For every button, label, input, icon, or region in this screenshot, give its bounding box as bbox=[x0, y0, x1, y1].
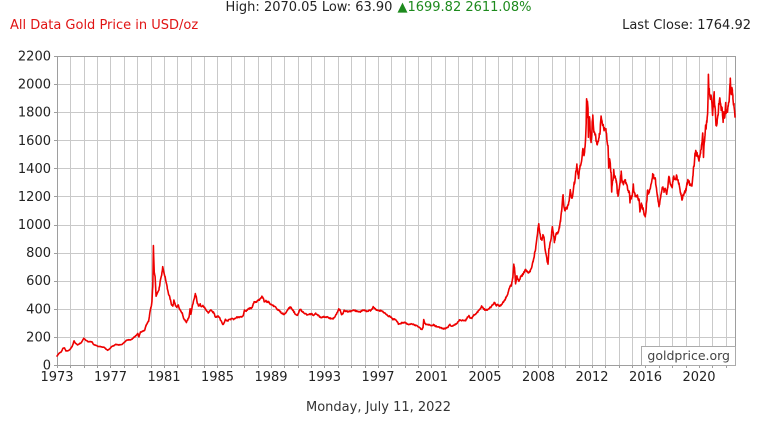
high-low-text: High: 2070.05 Low: 63.90 bbox=[225, 0, 393, 15]
x-axis-label: 2005 bbox=[468, 370, 501, 385]
x-axis-label: 1973 bbox=[40, 370, 73, 385]
x-axis-label: 2012 bbox=[575, 370, 608, 385]
last-close-value: Last Close: 1764.92 bbox=[622, 18, 751, 33]
chart-title: All Data Gold Price in USD/oz bbox=[10, 18, 199, 33]
y-axis-label: 1400 bbox=[18, 162, 51, 177]
gold-price-line bbox=[56, 73, 736, 357]
x-axis-label: 1977 bbox=[94, 370, 127, 385]
y-axis-label: 800 bbox=[26, 246, 51, 261]
y-axis-label: 2200 bbox=[18, 50, 51, 65]
y-axis-label: 1800 bbox=[18, 106, 51, 121]
plot-border bbox=[57, 56, 736, 366]
x-axis-label: 2020 bbox=[682, 370, 715, 385]
change-text: ▲1699.82 2611.08% bbox=[397, 0, 532, 15]
y-axis-label: 1000 bbox=[18, 218, 51, 233]
y-axis-label: 0 bbox=[43, 359, 51, 374]
y-axis-label: 600 bbox=[26, 274, 51, 289]
x-axis-label: 1985 bbox=[201, 370, 234, 385]
y-axis-label: 400 bbox=[26, 302, 51, 317]
x-axis-label: 2008 bbox=[522, 370, 555, 385]
y-axis-label: 200 bbox=[26, 330, 51, 345]
x-axis-label: 1981 bbox=[147, 370, 180, 385]
x-axis-label: 2016 bbox=[629, 370, 662, 385]
x-axis-label: 1997 bbox=[361, 370, 394, 385]
high-low-stats: High: 2070.05 Low: 63.90 ▲1699.82 2611.08… bbox=[0, 0, 757, 15]
x-axis-label: 2001 bbox=[415, 370, 448, 385]
y-axis-label: 1600 bbox=[18, 134, 51, 149]
goldprice-watermark: goldprice.org bbox=[641, 346, 736, 366]
x-axis-label: 1989 bbox=[254, 370, 287, 385]
y-axis-label: 1200 bbox=[18, 190, 51, 205]
y-axis-label: 2000 bbox=[18, 78, 51, 93]
chart-date: Monday, July 11, 2022 bbox=[306, 400, 451, 415]
x-axis-label: 1993 bbox=[308, 370, 341, 385]
